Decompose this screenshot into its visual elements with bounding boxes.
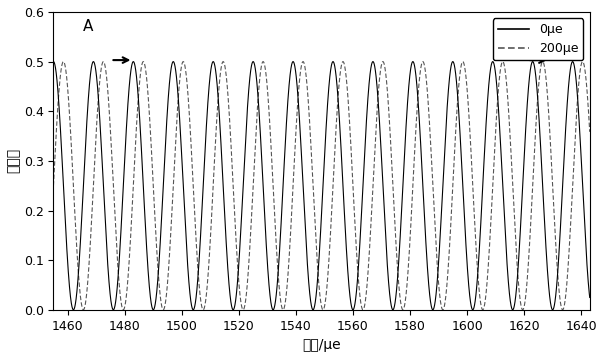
Text: B: B bbox=[510, 19, 521, 34]
Legend: 0μe, 200μe: 0μe, 200μe bbox=[492, 18, 583, 60]
Y-axis label: 光功率: 光功率 bbox=[7, 148, 21, 173]
Text: A: A bbox=[82, 19, 93, 34]
X-axis label: 应变/μe: 应变/μe bbox=[302, 338, 341, 352]
